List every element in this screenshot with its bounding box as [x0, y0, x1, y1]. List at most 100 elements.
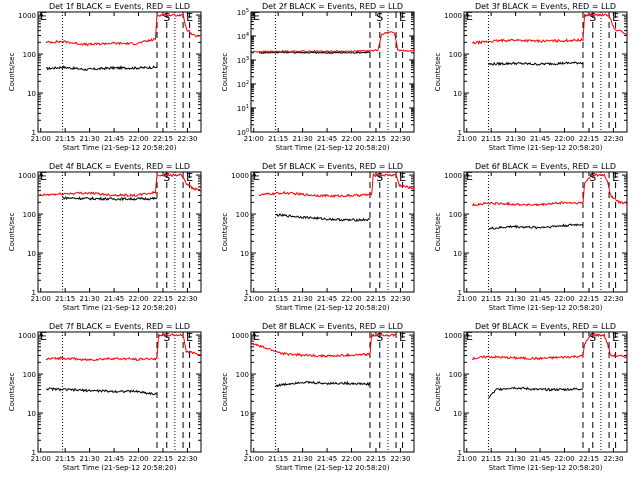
y-tick-label: 1000 [444, 172, 462, 180]
x-tick-label: 21:00 [457, 295, 477, 303]
x-tick-label: 22:30 [390, 295, 410, 303]
lld-series [250, 31, 415, 53]
x-tick-label: 22:15 [579, 295, 599, 303]
corner-marker: E [253, 330, 260, 343]
x-tick-label: 22:00 [128, 455, 148, 463]
x-tick-label: 21:30 [80, 295, 100, 303]
plot-frame [250, 11, 415, 133]
y-tick-label: 104 [237, 32, 249, 41]
event-marker-E: E [399, 171, 406, 184]
plot-frame [37, 331, 202, 453]
x-tick-label: 21:15 [268, 135, 288, 143]
events-series [62, 195, 158, 202]
y-tick-label: 1 [32, 289, 36, 297]
x-tick-label: 21:00 [244, 295, 264, 303]
x-tick-label: 21:30 [506, 135, 526, 143]
corner-marker: E [40, 170, 47, 183]
x-tick-label: 21:45 [530, 295, 550, 303]
x-tick-label: 21:15 [481, 135, 501, 143]
x-tick-label: 21:30 [293, 295, 313, 303]
y-tick-label: 10 [453, 90, 462, 98]
y-tick-label: 1 [32, 129, 36, 137]
plot-frame [463, 171, 628, 293]
x-tick-label: 21:00 [31, 455, 51, 463]
panel-title: Det 7f BLACK = Events, RED = LLD [49, 322, 190, 331]
panel-5: Det 5f BLACK = Events, RED = LLD Start Ti… [221, 162, 415, 312]
x-tick-label: 22:15 [366, 135, 386, 143]
y-tick-label: 1 [245, 449, 249, 457]
event-marker-E: E [186, 171, 193, 184]
x-tick-label: 22:30 [390, 135, 410, 143]
plot-frame [250, 171, 415, 293]
event-marker-S: S [589, 331, 596, 344]
y-tick-label: 1 [458, 129, 462, 137]
x-tick-label: 22:00 [128, 135, 148, 143]
event-marker-S: S [589, 11, 596, 24]
event-marker-S: S [163, 11, 170, 24]
y-tick-label: 100 [236, 211, 249, 219]
lld-series [45, 332, 202, 362]
y-tick-label: 1 [245, 289, 249, 297]
panel-4: Det 4f BLACK = Events, RED = LLD Start Ti… [8, 162, 202, 312]
events-series [275, 213, 371, 222]
x-axis-label: Start Time (21-Sep-12 20:58:20) [276, 144, 390, 152]
panel-title: Det 8f BLACK = Events, RED = LLD [262, 322, 403, 331]
event-marker-E: E [612, 331, 619, 344]
x-tick-label: 22:15 [366, 295, 386, 303]
event-marker-S: S [376, 171, 383, 184]
y-tick-label: 101 [237, 104, 249, 113]
x-tick-label: 22:30 [177, 295, 197, 303]
y-tick-label: 10 [27, 410, 36, 418]
x-tick-label: 22:30 [603, 295, 623, 303]
x-axis-label: Start Time (21-Sep-12 20:58:20) [63, 464, 177, 472]
events-series [488, 61, 584, 67]
y-tick-label: 10 [240, 410, 249, 418]
x-tick-label: 21:30 [80, 455, 100, 463]
x-tick-label: 21:45 [104, 135, 124, 143]
y-tick-label: 105 [237, 8, 249, 17]
x-tick-label: 22:15 [579, 455, 599, 463]
y-axis-label: Counts/sec [434, 53, 442, 92]
x-tick-label: 21:15 [268, 455, 288, 463]
events-series [258, 50, 371, 55]
x-tick-label: 21:00 [244, 455, 264, 463]
x-tick-label: 21:15 [481, 295, 501, 303]
x-axis-label: Start Time (21-Sep-12 20:58:20) [276, 304, 390, 312]
x-tick-label: 22:00 [554, 295, 574, 303]
plot-frame [463, 331, 628, 453]
y-tick-label: 100 [236, 371, 249, 379]
event-marker-S: S [376, 331, 383, 344]
panel-title: Det 1f BLACK = Events, RED = LLD [49, 2, 190, 11]
corner-marker: E [253, 10, 260, 23]
x-tick-label: 21:45 [317, 135, 337, 143]
events-series [45, 387, 158, 396]
corner-marker: E [40, 10, 47, 23]
y-axis-label: Counts/sec [221, 53, 229, 92]
y-axis-label: Counts/sec [8, 373, 16, 412]
panel-1: Det 1f BLACK = Events, RED = LLD Start Ti… [8, 2, 202, 152]
x-axis-label: Start Time (21-Sep-12 20:58:20) [276, 464, 390, 472]
plot-frame [37, 171, 202, 293]
y-tick-label: 1 [458, 449, 462, 457]
x-tick-label: 22:00 [554, 135, 574, 143]
lld-series [252, 332, 397, 358]
plot-frame [463, 11, 628, 133]
y-tick-label: 10 [453, 410, 462, 418]
corner-marker: E [466, 330, 473, 343]
event-marker-E: E [186, 331, 193, 344]
x-tick-label: 22:30 [177, 135, 197, 143]
y-tick-label: 1000 [231, 172, 249, 180]
plot-frame [250, 331, 415, 453]
lld-series [471, 332, 628, 361]
corner-marker: E [253, 170, 260, 183]
x-tick-label: 21:15 [55, 295, 75, 303]
y-tick-label: 100 [23, 371, 36, 379]
panel-8: Det 8f BLACK = Events, RED = LLD Start Ti… [221, 322, 415, 472]
y-tick-label: 100 [237, 128, 249, 137]
y-tick-label: 1000 [18, 12, 36, 20]
x-tick-label: 22:30 [603, 455, 623, 463]
event-marker-E: E [612, 171, 619, 184]
x-tick-label: 21:45 [530, 455, 550, 463]
corner-marker: E [466, 10, 473, 23]
